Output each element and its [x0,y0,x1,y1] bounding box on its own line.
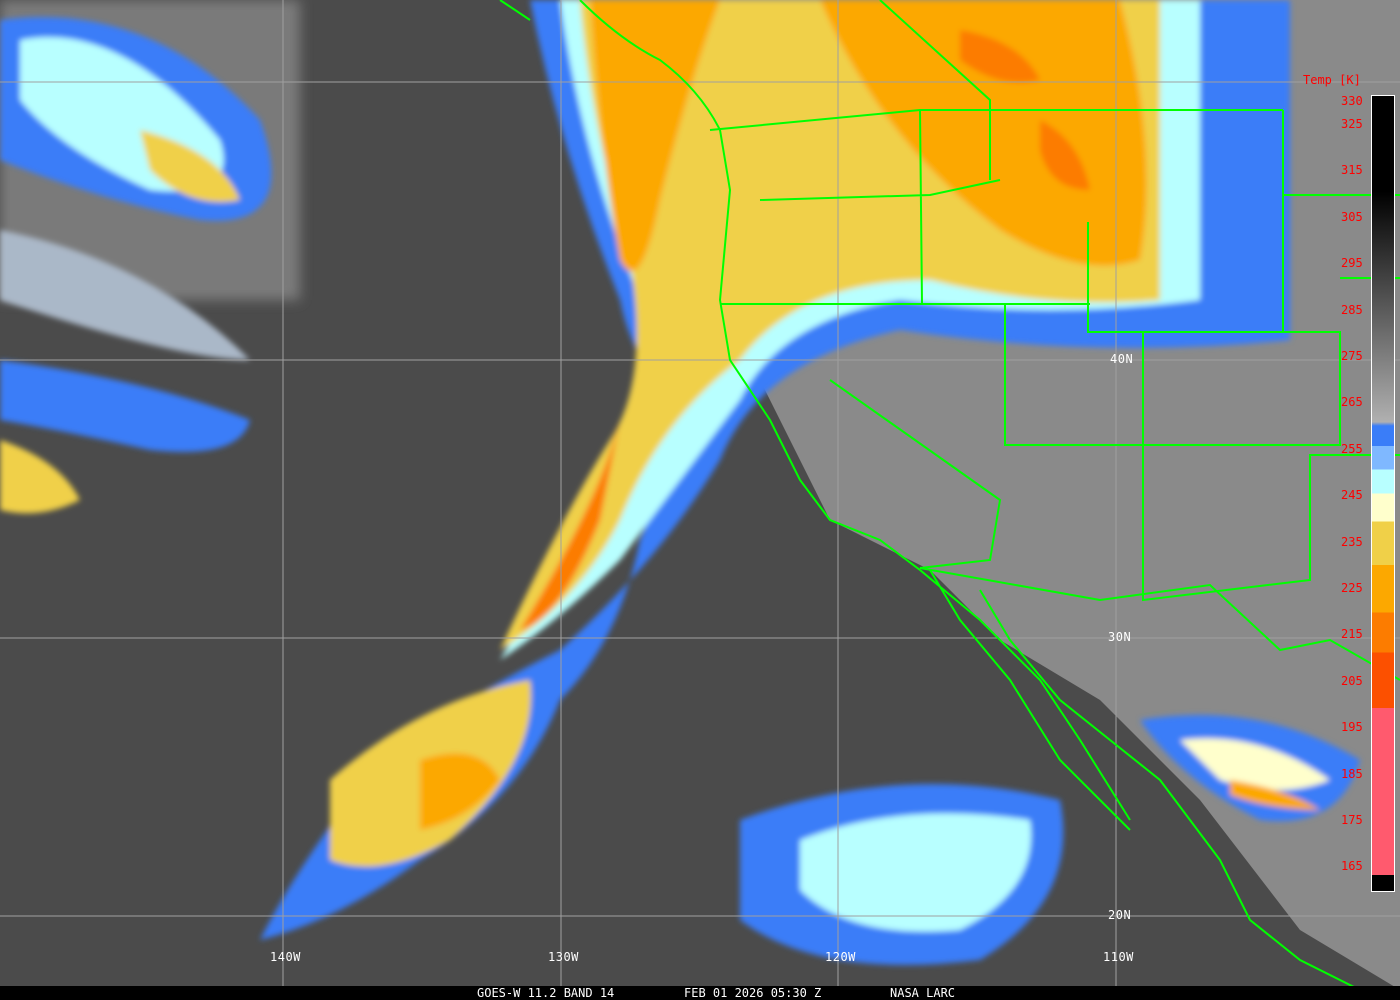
colorbar-tick-label: 285 [1341,302,1363,317]
colorbar-tick-label: 195 [1341,720,1363,735]
colorbar [1371,95,1395,892]
colorbar-tick-label: 265 [1341,395,1363,410]
colorbar-tick-label: 295 [1341,256,1363,271]
longitude-label: 120W [825,950,856,964]
colorbar-tick-label: 205 [1341,673,1363,688]
colorbar-tick-label: 185 [1341,766,1363,781]
latitude-label: 40N [1110,352,1134,366]
colorbar-tick-label: 235 [1341,534,1363,549]
colorbar-tick-label: 325 [1341,117,1363,131]
colorbar-tick-label: 175 [1341,813,1363,827]
colorbar-tick-label: 315 [1341,163,1363,178]
colorbar-tick-label: 165 [1341,859,1363,874]
satellite-band: GOES-W 11.2 BAND 14 [477,986,615,1000]
colorbar-tick-label: 215 [1341,627,1363,642]
colorbar-tick-label: 275 [1341,349,1363,363]
colorbar-tick-label: 330 [1341,94,1363,108]
longitude-label: 130W [548,950,579,964]
datetime: FEB 01 2026 05:30 Z [684,986,822,1000]
colorbar-tick-label: 305 [1341,209,1363,224]
boundaries [499,0,1400,991]
colorbar-tick-label: 255 [1341,441,1363,456]
colorbar-tick-label: 225 [1341,581,1363,595]
cloud-tops [0,0,1360,965]
longitude-label: 110W [1103,950,1134,964]
longitude-label: 140W [270,950,301,964]
latitude-label: 20N [1108,908,1132,922]
data-source: NASA LARC [890,986,956,1000]
footer-bar: GOES-W 11.2 BAND 14 FEB 01 2026 05:30 Z … [0,986,1400,1000]
latitude-label: 30N [1108,630,1132,644]
colorbar-tick-label: 245 [1341,488,1363,503]
colorbar-title: Temp [K] [1303,73,1361,87]
